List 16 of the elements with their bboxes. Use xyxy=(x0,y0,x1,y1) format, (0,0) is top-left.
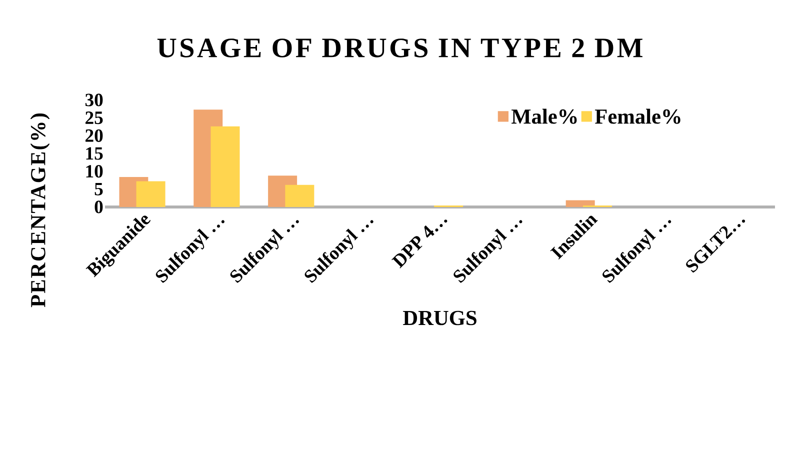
x-axis-title: DRUGS xyxy=(403,310,476,326)
y-axis-title: PERCENTAGE(%) xyxy=(30,113,50,308)
legend-label: Male% xyxy=(512,108,577,124)
y-tick-label: 25 xyxy=(86,112,103,124)
legend-label: Female% xyxy=(594,108,680,124)
y-tick-label: 0 xyxy=(94,200,103,214)
bar xyxy=(210,126,240,207)
bar xyxy=(285,184,314,207)
chart-title: USAGE OF DRUGS IN TYPE 2 DM xyxy=(157,38,642,58)
y-tick-label: 5 xyxy=(94,182,103,196)
y-tick-label: 15 xyxy=(86,147,103,160)
y-tick-label: 30 xyxy=(85,94,103,106)
y-tick-label: 10 xyxy=(86,165,103,178)
y-tick-label: 20 xyxy=(86,129,103,142)
bar xyxy=(136,181,166,207)
bar xyxy=(566,200,595,207)
